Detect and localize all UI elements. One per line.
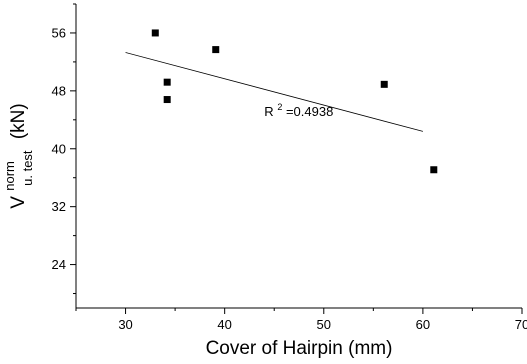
x-tick-label: 70 xyxy=(515,317,527,332)
data-point xyxy=(380,80,388,88)
data-point xyxy=(212,46,220,54)
data-point xyxy=(151,29,159,37)
data-point xyxy=(163,96,171,104)
y-tick-label: 32 xyxy=(52,199,66,214)
y-tick-label: 56 xyxy=(52,25,66,40)
y-axis-title-base: V xyxy=(8,196,29,209)
data-point xyxy=(163,78,171,86)
y-axis-title-unit: (kN) xyxy=(8,103,29,139)
r-squared-superscript: 2 xyxy=(277,102,282,112)
y-axis-title-superscript: norm xyxy=(2,161,17,191)
r-squared-annotation: R 2 =0.4938 xyxy=(264,98,333,119)
y-axis-title: V norm u. test (kN) xyxy=(0,103,37,208)
x-tick-label: 50 xyxy=(317,317,331,332)
x-ticks: 30 40 50 60 70 xyxy=(75,308,527,332)
r-squared-value: =0.4938 xyxy=(286,104,333,119)
x-tick-label: 30 xyxy=(118,317,132,332)
r-squared-base: R xyxy=(264,104,273,119)
y-ticks: 24 32 40 48 56 xyxy=(52,3,76,295)
x-tick-label: 60 xyxy=(416,317,430,332)
y-tick-label: 24 xyxy=(52,257,66,272)
data-point xyxy=(430,166,438,174)
y-tick-label: 48 xyxy=(52,83,66,98)
y-axis-title-subscript: u. test xyxy=(20,150,35,186)
x-tick-label: 40 xyxy=(217,317,231,332)
y-tick-label: 40 xyxy=(52,141,66,156)
x-axis-title: Cover of Hairpin (mm) xyxy=(206,338,393,359)
trend-line xyxy=(125,52,423,132)
plot-marks xyxy=(125,29,438,174)
